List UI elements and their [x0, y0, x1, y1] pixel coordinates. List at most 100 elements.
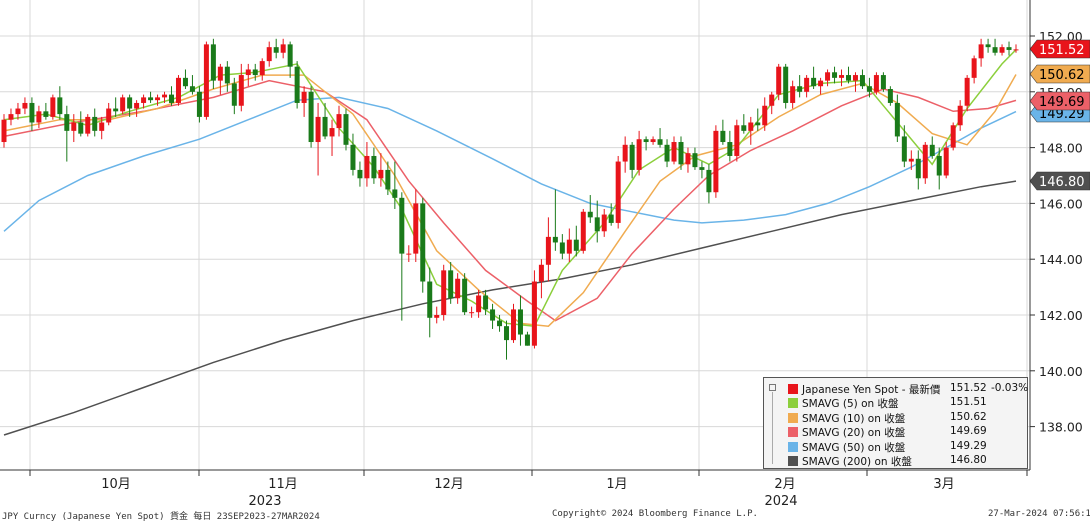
candle-body: [706, 169, 712, 193]
y-tick-label: 144.00: [1039, 252, 1083, 267]
y-tick-label: 146.00: [1039, 196, 1083, 211]
candle-body: [643, 139, 649, 143]
candle-body: [517, 309, 523, 335]
candle-body: [929, 144, 935, 156]
candle-body: [78, 122, 84, 134]
legend-series-name: SMAVG (200) on 收盤: [802, 456, 912, 468]
candle-body: [399, 197, 405, 254]
candle-body: [50, 97, 56, 117]
candle-body: [57, 97, 63, 115]
candle-body: [804, 77, 810, 92]
price-tag-label: 149.69: [1039, 95, 1085, 110]
legend-swatch: [788, 412, 798, 423]
candle-body: [873, 75, 879, 92]
candle-body: [169, 94, 175, 103]
sma-line: [3, 180, 1017, 436]
candle-body: [545, 236, 551, 265]
legend-row: SMAVG (10) on 收盤 150.62: [764, 411, 1027, 426]
candle-body: [950, 125, 956, 148]
candle-body: [818, 80, 824, 87]
candle-body: [504, 326, 510, 341]
candle-body: [120, 97, 126, 112]
candle-body: [483, 295, 489, 310]
price-tag-label: 146.80: [1039, 175, 1085, 190]
candle-body: [1, 119, 7, 143]
candle-body: [552, 236, 558, 243]
legend-row: Japanese Yen Spot - 最新價 151.52 -0.03%: [764, 382, 1029, 397]
candle-body: [280, 44, 286, 53]
year-label: 2024: [764, 494, 797, 509]
candle-body: [559, 242, 565, 254]
candle-body: [615, 161, 621, 223]
candle-body: [259, 61, 265, 76]
candle-body: [650, 139, 656, 143]
x-tick-label: 10月: [101, 477, 131, 492]
footer-copyright: Copyright© 2024 Bloomberg Finance L.P.: [552, 509, 758, 519]
candle-body: [162, 94, 168, 98]
candle-body: [462, 278, 468, 313]
legend-value: 151.51: [950, 396, 987, 409]
candle-body: [859, 75, 865, 87]
candle-body: [915, 158, 921, 179]
candle-body: [587, 211, 593, 218]
candle-body: [538, 264, 544, 282]
candle-body: [294, 66, 300, 103]
x-tick-label: 2月: [774, 477, 795, 492]
candle-body: [406, 253, 412, 255]
candle-body: [573, 239, 579, 251]
y-tick-label: 138.00: [1039, 420, 1083, 435]
candle-body: [783, 66, 789, 103]
footer-security-info: JPY Curncy (Japanese Yen Spot) 貨金 每日 23S…: [2, 512, 320, 522]
candle-body: [825, 72, 831, 81]
candle-body: [287, 44, 293, 67]
candle-body: [769, 94, 775, 106]
candle-body: [113, 108, 119, 112]
candle-body: [713, 130, 719, 193]
candle-body: [685, 153, 691, 165]
x-tick-label: 12月: [434, 477, 464, 492]
candle-body: [224, 66, 230, 84]
candle-body: [657, 139, 663, 145]
candle-body: [134, 102, 140, 109]
candle-body: [15, 108, 21, 115]
candle-body: [490, 309, 496, 321]
sma-line: [3, 96, 1017, 232]
candle-body: [71, 122, 77, 131]
legend-swatch: [788, 427, 798, 438]
legend-value: 150.62: [950, 410, 987, 423]
candle-body: [776, 66, 782, 95]
legend-series-name: SMAVG (5) on 收盤: [802, 398, 899, 411]
candle-body: [978, 44, 984, 59]
axes: 138.00 140.00 142.00 144.00 146.00 148.00 150.…: [0, 0, 1083, 509]
candle-body: [189, 86, 195, 92]
candle-body: [580, 211, 586, 251]
candle-body: [901, 136, 907, 162]
collapse-box-icon[interactable]: [769, 384, 776, 391]
candle-body: [601, 214, 607, 232]
price-tag-box: [1029, 91, 1090, 111]
candle-body: [880, 75, 886, 90]
candle-body: [727, 142, 733, 156]
candle-body: [797, 86, 803, 92]
legend-row: SMAVG (5) on 收盤 151.51: [764, 396, 1027, 411]
candle-body: [8, 114, 14, 120]
candle-body: [196, 91, 202, 117]
candle-body: [420, 203, 426, 282]
candle-body: [1013, 49, 1019, 51]
candle-body: [155, 97, 161, 101]
candle-body: [1006, 47, 1012, 50]
candle-body: [127, 97, 133, 109]
candle-body: [762, 105, 768, 126]
candle-body: [448, 270, 454, 299]
candle-body: [887, 89, 893, 103]
legend-row: SMAVG (200) on 收盤 146.80: [764, 454, 1027, 469]
candle-body: [217, 66, 223, 81]
candle-body: [999, 47, 1005, 53]
legend: Japanese Yen Spot - 最新價 151.52 -0.03% SMAVG…: [763, 377, 1028, 469]
candle-body: [385, 169, 391, 190]
candle-body: [148, 97, 154, 101]
candle-body: [790, 86, 796, 103]
legend-change: -0.03%: [991, 382, 1029, 394]
candle-body: [908, 158, 914, 162]
candle-body: [497, 320, 503, 327]
